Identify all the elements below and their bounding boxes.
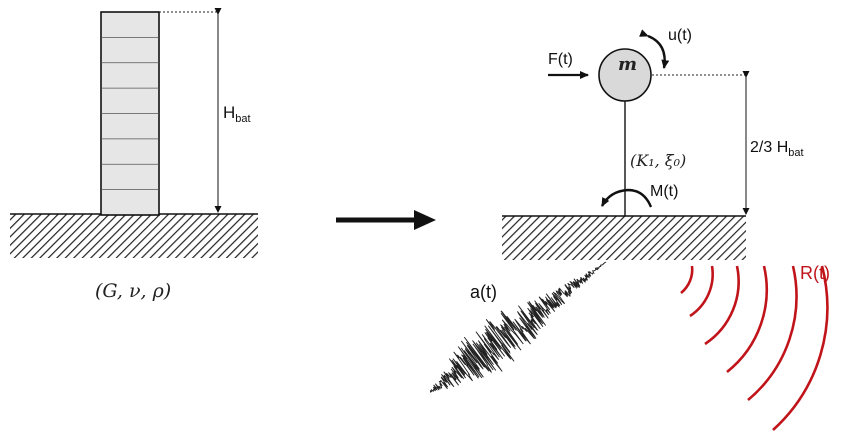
right-height-label: 2/3 Hbat xyxy=(750,139,804,159)
left-ground-hatch xyxy=(10,214,258,258)
building-floor-lines xyxy=(101,36,159,191)
left-model: Hbat (G, ν, ρ) xyxy=(10,8,258,302)
rotation-label: u(t) xyxy=(668,27,692,44)
right-model: m F(t) u(t) (K₁, ξ₀) M(t) 2/3 Hbat a(t) xyxy=(429,27,830,431)
mass-circle xyxy=(598,48,652,102)
seismic-input-signal xyxy=(429,261,607,393)
radiation-waves xyxy=(680,265,829,431)
moment-label: M(t) xyxy=(650,183,678,200)
mass-label: m xyxy=(618,54,637,75)
radiation-arc-6 xyxy=(772,265,829,431)
rotation-arrow xyxy=(639,29,670,69)
moment-arrow xyxy=(600,188,653,208)
transition-arrow xyxy=(336,210,436,230)
radiation-label: R(t) xyxy=(800,263,830,283)
radiation-arc-1 xyxy=(680,265,694,295)
radiation-arc-5 xyxy=(747,265,798,401)
spring-damping-label: (K₁, ξ₀) xyxy=(630,151,686,170)
radiation-arc-2 xyxy=(689,265,714,318)
building xyxy=(100,11,160,216)
radiation-arc-4 xyxy=(726,265,769,374)
left-height-label: Hbat xyxy=(223,103,251,125)
force-label: F(t) xyxy=(548,51,573,68)
soil-properties-label: (G, ν, ρ) xyxy=(95,280,171,302)
radiation-arc-3 xyxy=(704,265,740,346)
seismic-input-label: a(t) xyxy=(470,282,497,302)
right-ground-hatch xyxy=(502,216,746,260)
